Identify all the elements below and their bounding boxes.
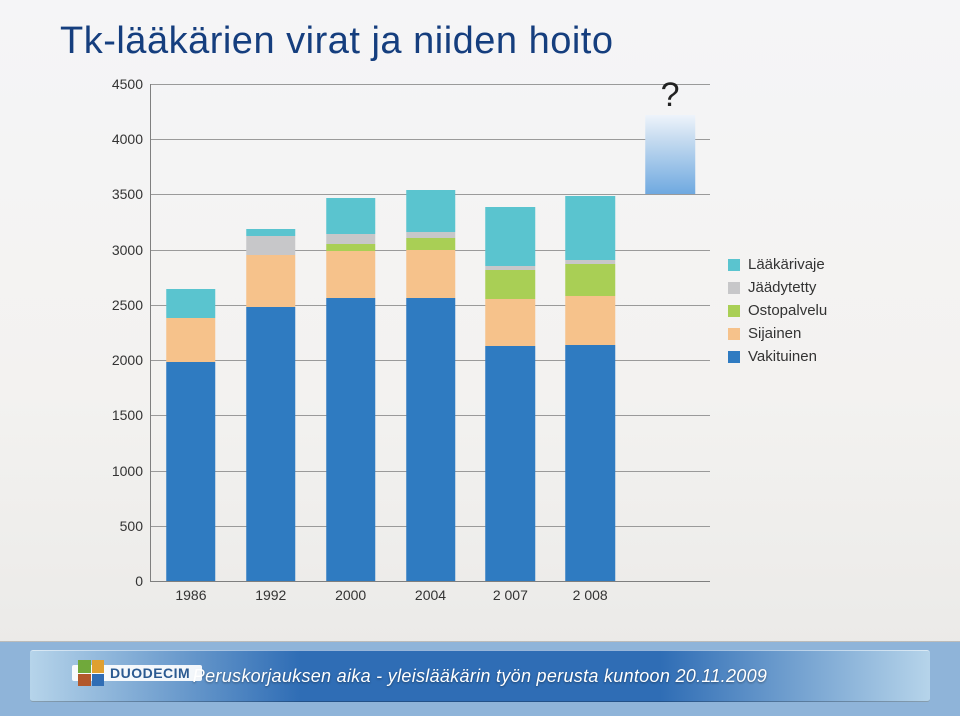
question-mark: ? <box>661 76 680 115</box>
legend: Lääkärivaje Jäädytetty Ostopalvelu Sijainen… <box>728 250 827 371</box>
y-axis-label: 3500 <box>112 186 143 202</box>
projection-bar <box>645 115 695 195</box>
slide-title: Tk-lääkärien virat ja niiden hoito <box>60 20 614 63</box>
legend-item: Vakituinen <box>728 348 827 365</box>
y-axis-label: 500 <box>120 518 143 534</box>
x-axis-label: 2000 <box>335 587 366 603</box>
bar-column <box>406 190 456 581</box>
puzzle-icon <box>78 660 104 686</box>
bar-segment-lääkärivaje <box>486 207 536 267</box>
bar-segment-vakituinen <box>486 346 536 581</box>
bar-segment-lääkärivaje <box>246 229 296 237</box>
bar-segment-vakituinen <box>406 298 456 581</box>
y-axis-label: 4000 <box>112 131 143 147</box>
plot-area: 0500100015002000250030003500400045001986… <box>150 84 710 582</box>
y-axis-label: 3000 <box>112 242 143 258</box>
chart: 0 500 1000 1500 2000 2500 3000 3500 4000 4500 1986… <box>80 78 860 614</box>
y-axis-label: 4500 <box>112 76 143 92</box>
x-axis-label: 1986 <box>175 587 206 603</box>
bar-segment-lääkärivaje <box>406 190 456 232</box>
legend-swatch <box>728 282 740 294</box>
legend-swatch <box>728 305 740 317</box>
bar-segment-ostopalvelu <box>406 238 456 250</box>
bar-column <box>166 289 216 581</box>
footer-inner: DUODECIM Peruskorjauksen aika - yleislää… <box>30 650 930 702</box>
x-axis-label: 2004 <box>415 587 446 603</box>
legend-item: Sijainen <box>728 325 827 342</box>
bar-segment-ostopalvelu <box>486 270 536 300</box>
legend-label: Vakituinen <box>748 348 817 365</box>
bar-segment-vakituinen <box>166 362 216 581</box>
bar-segment-ostopalvelu <box>326 244 376 251</box>
legend-label: Ostopalvelu <box>748 302 827 319</box>
bar-segment-sijainen <box>246 255 296 307</box>
bar-segment-ostopalvelu <box>565 264 615 296</box>
brand-logo: DUODECIM <box>72 665 202 681</box>
legend-label: Jäädytetty <box>748 279 816 296</box>
y-axis-label: 0 <box>135 573 143 589</box>
bar-segment-jäädytetty <box>246 236 296 255</box>
gridline <box>151 139 710 140</box>
bar-segment-sijainen <box>565 296 615 345</box>
bar-segment-vakituinen <box>246 307 296 581</box>
bar-segment-lääkärivaje <box>166 289 216 318</box>
y-axis-label: 1000 <box>112 463 143 479</box>
brand-logo-text: DUODECIM <box>110 665 190 681</box>
y-axis-label: 1500 <box>112 407 143 423</box>
legend-item: Jäädytetty <box>728 279 827 296</box>
slide: Tk-lääkärien virat ja niiden hoito 0 500 1… <box>0 0 960 716</box>
legend-label: Lääkärivaje <box>748 256 825 273</box>
legend-swatch <box>728 259 740 271</box>
bar-segment-sijainen <box>166 318 216 362</box>
y-axis-label: 2500 <box>112 297 143 313</box>
bar-segment-vakituinen <box>326 298 376 581</box>
bar-segment-sijainen <box>326 251 376 298</box>
legend-swatch <box>728 328 740 340</box>
legend-swatch <box>728 351 740 363</box>
bar-segment-sijainen <box>486 299 536 345</box>
x-axis-label: 2 007 <box>493 587 528 603</box>
legend-item: Ostopalvelu <box>728 302 827 319</box>
bar-column <box>326 198 376 581</box>
bar-segment-sijainen <box>406 250 456 299</box>
bar-segment-jäädytetty <box>326 234 376 244</box>
bar-column <box>565 196 615 581</box>
footer-bar: DUODECIM Peruskorjauksen aika - yleislää… <box>0 642 960 716</box>
x-axis-label: 1992 <box>255 587 286 603</box>
footer-text: Peruskorjauksen aika - yleislääkärin työ… <box>193 666 767 687</box>
bar-column <box>246 229 296 581</box>
legend-label: Sijainen <box>748 325 801 342</box>
legend-item: Lääkärivaje <box>728 256 827 273</box>
gridline <box>151 84 710 85</box>
y-axis-label: 2000 <box>112 352 143 368</box>
x-axis-label: 2 008 <box>573 587 608 603</box>
bar-segment-lääkärivaje <box>565 196 615 260</box>
bar-segment-lääkärivaje <box>326 198 376 234</box>
bar-column <box>486 207 536 581</box>
bar-segment-vakituinen <box>565 345 615 581</box>
